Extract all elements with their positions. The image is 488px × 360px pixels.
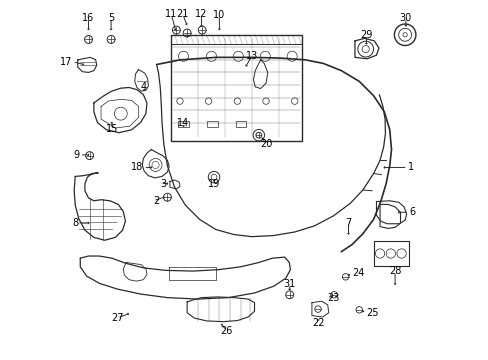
Text: 9: 9 <box>73 150 80 160</box>
Text: 11: 11 <box>165 9 177 19</box>
Text: 26: 26 <box>220 325 232 336</box>
Text: 2: 2 <box>153 196 159 206</box>
Bar <box>206 121 217 127</box>
Text: 22: 22 <box>311 319 324 328</box>
Text: 20: 20 <box>259 139 272 149</box>
Text: 25: 25 <box>366 308 378 318</box>
Bar <box>178 121 188 127</box>
Text: 30: 30 <box>399 13 411 23</box>
Text: 29: 29 <box>360 30 372 40</box>
Text: 5: 5 <box>108 13 114 23</box>
Text: 21: 21 <box>176 9 189 19</box>
Text: 13: 13 <box>245 51 257 61</box>
Text: 12: 12 <box>195 9 207 19</box>
Text: 14: 14 <box>177 118 189 128</box>
Text: 8: 8 <box>73 218 79 228</box>
Text: 18: 18 <box>131 162 143 172</box>
Text: 23: 23 <box>326 293 339 303</box>
Text: 3: 3 <box>160 179 166 189</box>
Text: 19: 19 <box>207 179 220 189</box>
Text: 4: 4 <box>141 82 147 92</box>
Text: 24: 24 <box>351 268 364 278</box>
Text: 10: 10 <box>213 10 225 20</box>
Text: 27: 27 <box>111 313 123 323</box>
Text: 6: 6 <box>408 207 415 217</box>
Bar <box>235 121 246 127</box>
Text: 31: 31 <box>283 279 295 289</box>
Text: 15: 15 <box>105 124 118 134</box>
Text: 1: 1 <box>407 162 413 172</box>
Text: 16: 16 <box>82 13 95 23</box>
Text: 17: 17 <box>60 57 72 67</box>
Text: 28: 28 <box>388 266 401 276</box>
Text: 7: 7 <box>345 218 351 228</box>
